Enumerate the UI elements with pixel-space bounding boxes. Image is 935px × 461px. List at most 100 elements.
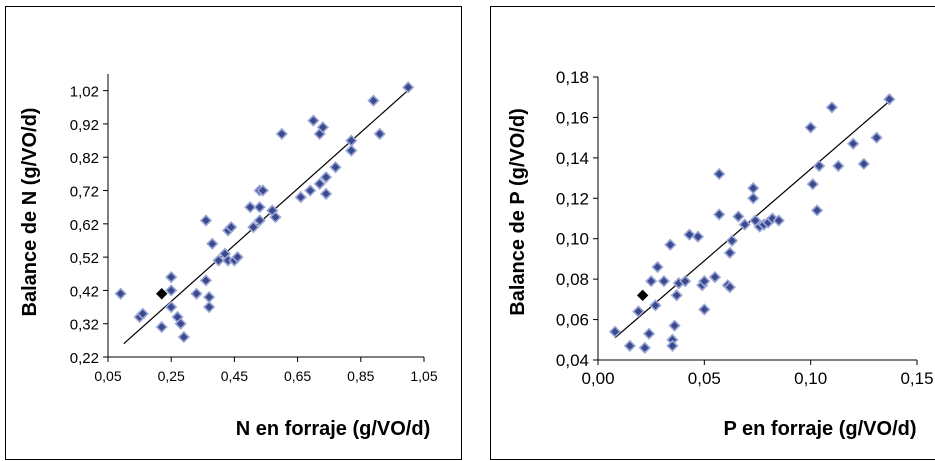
y-tick-label-p: 0,10 [556,230,589,249]
data-point-n [190,287,203,300]
trend-line-n [123,86,412,345]
y-tick-label-n: 0,32 [70,317,99,334]
data-point-p [723,281,736,294]
y-tick-label-p: 0,18 [556,68,589,87]
y-tick-label-p: 0,06 [556,311,589,330]
data-point-p [649,299,662,312]
data-point-p [708,270,722,284]
y-tick-label-p: 0,04 [556,351,589,370]
y-tick-label-n: 0,42 [70,283,99,300]
data-point-n [165,284,178,297]
y-tick-label-n: 0,92 [70,117,99,134]
data-point-n [177,330,190,344]
x-tick-label-n: 0,05 [94,368,121,384]
x-tick-label-n: 1,05 [410,368,437,384]
data-point-n [212,254,225,267]
data-point-p [698,303,711,316]
data-point-n [199,274,213,287]
data-point-n [231,250,244,264]
y-axis-title-n: Balance de N (g/VO/d) [19,108,41,317]
data-point-p [870,131,883,144]
x-axis-title-n: N en forraje (g/VO/d) [236,418,430,440]
data-point-n [269,211,282,224]
data-point-p [638,341,651,355]
y-tick-label-n: 0,22 [70,350,99,367]
x-tick-label-n: 0,25 [158,368,185,384]
data-point-n [155,320,168,334]
data-point-p [883,93,896,106]
y-tick-label-n: 0,52 [70,250,99,267]
data-point-p [810,204,824,217]
y-tick-label-p: 0,16 [556,108,589,127]
data-point-p [666,339,679,352]
data-point-p [632,305,645,318]
x-axis-title-p: P en forraje (g/VO/d) [724,418,917,440]
x-tick-label-n: 0,65 [284,368,311,384]
x-tick-label-n: 0,45 [221,368,248,384]
data-point-n [253,201,266,214]
data-point-p [651,260,664,274]
data-point-n [247,221,260,234]
data-point-p [679,275,692,288]
highlight-point-p [636,289,649,302]
data-point-n [165,270,178,284]
x-tick-label-p: 0,10 [794,369,827,388]
data-point-n [367,94,380,107]
y-tick-label-n: 0,72 [70,184,99,201]
y-tick-label-n: 1,02 [70,84,99,101]
x-tick-label-p: 0,00 [581,369,614,388]
y-tick-label-p: 0,12 [556,189,589,208]
scatter-chart-n: 0,05 0,25 0,45 0,65 0,85 1,05 0,22 0,32 0,42 0,52… [19,74,438,440]
data-point-n [294,191,307,204]
data-point-p [657,275,671,288]
data-point-n [256,184,269,197]
data-point-n [206,237,219,250]
data-point-p [642,327,656,340]
data-point-n [329,161,342,174]
y-tick-label-p: 0,14 [556,149,589,168]
data-point-n [313,177,326,191]
data-point-p [713,167,726,181]
data-point-n [253,214,266,227]
data-point-p [670,289,683,302]
data-point-n [114,287,127,300]
data-point-n [275,127,288,141]
data-point-n [307,114,320,127]
y-axis-title-p: Balance de P (g/VO/d) [507,108,529,315]
data-point-n [202,290,216,304]
x-tick-label-p: 0,15 [900,369,933,388]
data-point-n [319,187,333,200]
data-point-p [738,218,751,231]
data-point-n [165,300,178,314]
data-point-n [373,127,386,141]
data-point-p [608,325,622,338]
y-tick-label-n: 0,82 [70,150,99,167]
data-point-p [857,157,870,171]
data-point-p [813,159,826,173]
data-point-p [645,275,658,288]
y-tick-label-n: 0,62 [70,217,99,234]
data-point-p [804,121,817,134]
data-point-n [244,201,257,214]
data-point-p [698,275,711,288]
scatter-chart-p: 0,00 0,05 0,10 0,15 0,04 0,06 0,08 0,10 0,12 0,14… [507,68,934,440]
data-point-n [136,307,149,320]
data-point-p [772,214,785,227]
data-point-p [847,137,860,150]
data-point-p [732,210,745,223]
data-point-n [316,121,330,134]
data-point-n [225,221,238,234]
data-point-p [623,339,637,352]
data-point-p [691,230,705,243]
data-point-p [713,208,726,221]
x-tick-label-n: 0,85 [347,368,374,384]
data-point-n [345,144,358,157]
data-point-n [304,184,317,197]
data-point-n [402,81,415,94]
data-point-p [664,238,677,251]
data-point-n [174,317,187,330]
data-point-p [668,319,681,332]
chart-panel-n: 0,05 0,25 0,45 0,65 0,85 1,05 0,22 0,32 0,42 0,52… [5,6,462,460]
data-point-p [825,101,839,114]
highlight-point-n [156,288,168,300]
